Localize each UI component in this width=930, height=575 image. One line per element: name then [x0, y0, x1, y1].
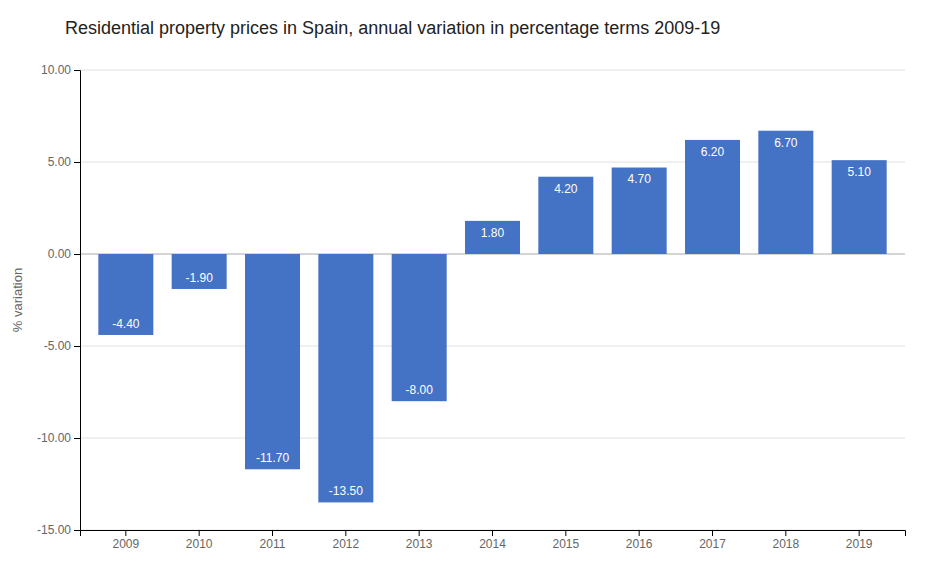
x-tick-mark	[785, 530, 786, 536]
x-tick-label: 2019	[846, 537, 873, 551]
y-tick: 0.00	[48, 247, 80, 261]
x-tick-mark	[199, 530, 200, 536]
data-label: -4.40	[112, 317, 140, 331]
y-tick-label: 5.00	[48, 155, 72, 169]
chart-svg: Residential property prices in Spain, an…	[0, 0, 930, 575]
x-tick-mark	[345, 530, 346, 536]
bar	[612, 168, 667, 254]
x-tick-mark	[419, 530, 420, 536]
bars	[98, 131, 886, 503]
data-label: 4.70	[627, 172, 651, 186]
x-tick: 2015	[552, 530, 579, 551]
x-tick-mark	[859, 530, 860, 536]
y-tick-mark	[74, 530, 80, 531]
x-axis: 2009 2010 2011 2012 2013 2014 2015 2016 2017 2018…	[81, 530, 906, 551]
x-tick: 2014	[479, 530, 506, 551]
data-label: 5.10	[847, 165, 871, 179]
y-tick-mark	[74, 254, 80, 255]
x-tick: 2011	[260, 530, 286, 551]
data-label: 4.20	[554, 182, 578, 196]
data-labels: -4.40 -1.90 -11.70 -13.50 -8.00 1.80 4.20 4.70 6…	[112, 136, 871, 499]
bar	[832, 160, 887, 254]
x-tick-mark	[639, 530, 640, 536]
grid-line	[80, 346, 905, 347]
grid-line	[80, 70, 905, 71]
bar	[538, 177, 593, 254]
x-tick-label: 2017	[699, 537, 726, 551]
x-axis-line	[81, 531, 906, 537]
bar	[172, 254, 227, 289]
x-tick-mark	[565, 530, 566, 536]
bar	[758, 131, 813, 254]
plot-area: -15.00-10.00-5.000.005.0010.002009201020…	[37, 63, 906, 550]
y-axis-line	[74, 71, 81, 531]
x-tick-label: 2014	[479, 537, 506, 551]
bar	[245, 254, 300, 469]
y-tick-mark	[74, 70, 80, 71]
x-tick-label: 2013	[406, 537, 433, 551]
x-tick: 2013	[406, 530, 433, 551]
y-axis: -15.00 -10.00 -5.00 0.00 5.00 10.00	[37, 63, 81, 537]
x-tick-label: 2010	[186, 537, 213, 551]
x-tick-label: 2016	[626, 537, 653, 551]
x-tick-label: 2011	[260, 537, 286, 551]
x-tick-label: 2012	[332, 537, 359, 551]
x-tick: 2009	[112, 530, 139, 551]
bar	[318, 254, 373, 502]
data-label: -1.90	[185, 271, 213, 285]
bar	[465, 221, 520, 254]
y-tick-label: -15.00	[37, 523, 71, 537]
x-tick-label: 2015	[552, 537, 579, 551]
x-tick-label: 2018	[772, 537, 799, 551]
title: Residential property prices in Spain, an…	[65, 18, 720, 38]
data-label: 6.70	[774, 136, 798, 150]
y-tick-label: 0.00	[48, 247, 72, 261]
x-tick: 2012	[332, 530, 359, 551]
x-tick: 2019	[846, 530, 873, 551]
data-label: -11.70	[256, 451, 289, 465]
bar	[98, 254, 153, 335]
y-tick-mark	[74, 162, 80, 163]
y-tick: -5.00	[44, 339, 80, 353]
x-tick-label: 2009	[112, 537, 139, 551]
y-tick-label: -10.00	[37, 431, 71, 445]
bar	[685, 140, 740, 254]
chart-container: Residential property prices in Spain, an…	[0, 0, 930, 575]
data-label: -13.50	[329, 484, 363, 498]
grid	[80, 70, 905, 530]
x-tick: 2018	[772, 530, 799, 551]
x-tick-mark	[125, 530, 126, 536]
bar	[392, 254, 447, 401]
x-tick: 2010	[186, 530, 213, 551]
data-label: 6.20	[701, 145, 725, 159]
y-tick-mark	[74, 438, 80, 439]
data-label: -8.00	[405, 383, 433, 397]
y-tick: 5.00	[48, 155, 80, 169]
y-tick-label: -5.00	[44, 339, 72, 353]
y-tick: -15.00	[37, 523, 80, 537]
x-tick: 2016	[626, 530, 653, 551]
x-tick-mark	[492, 530, 493, 536]
grid-line	[80, 438, 905, 439]
y-tick-label: 10.00	[41, 63, 71, 77]
y-axis-title: % variation	[10, 268, 25, 332]
x-tick-mark	[272, 530, 273, 536]
x-tick-mark	[712, 530, 713, 536]
y-tick: 10.00	[41, 63, 80, 77]
y-tick: -10.00	[37, 431, 80, 445]
x-tick: 2017	[699, 530, 726, 551]
y-tick-mark	[74, 346, 80, 347]
data-label: 1.80	[481, 226, 505, 240]
